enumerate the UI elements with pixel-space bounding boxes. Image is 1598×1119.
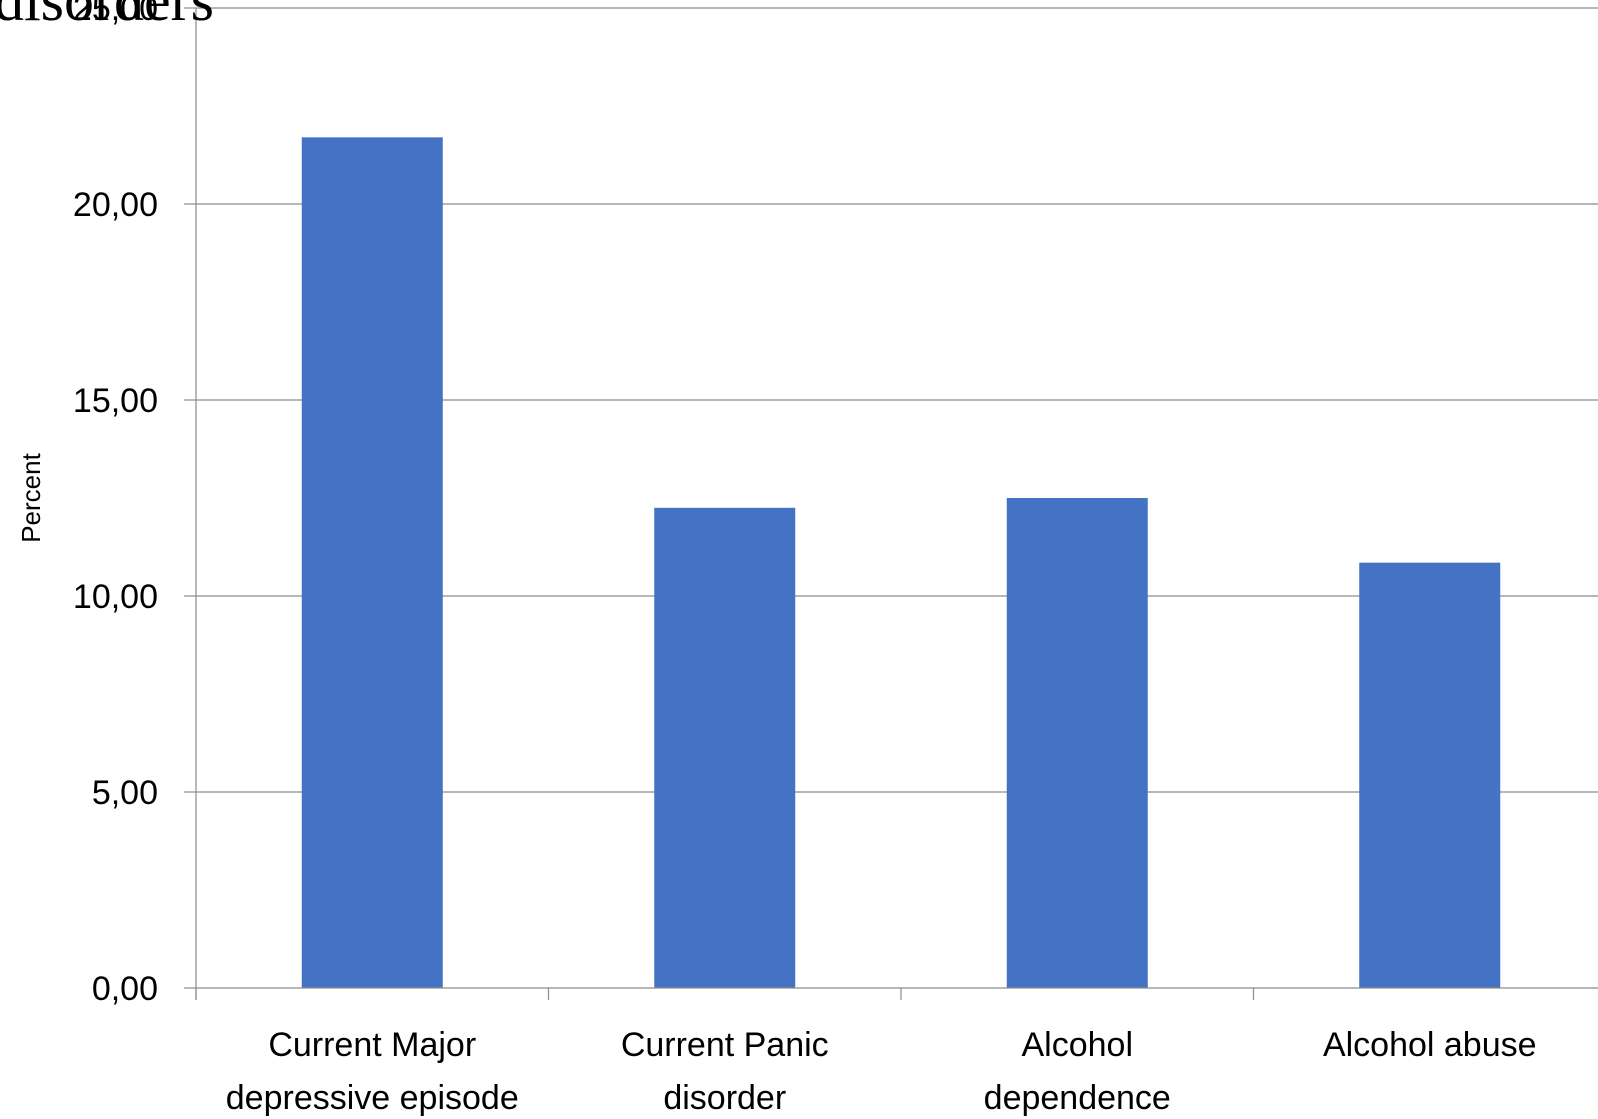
x-tick-label: Current Panic disorder (621, 1026, 829, 1117)
chart-title: disorders (0, 0, 214, 33)
axes (184, 7, 1598, 1000)
x-tick-label: Alcohol abuse (1323, 1026, 1537, 1064)
bars (301, 137, 1501, 989)
bar-2 (654, 507, 796, 988)
bar-1 (301, 137, 443, 989)
bar-3 (1006, 498, 1148, 988)
y-tick-label: 5,00 (92, 774, 158, 812)
x-tick-label-line: dependence (984, 1079, 1171, 1117)
x-tick-label: Current Major depressive episode (226, 1026, 519, 1117)
x-tick-label-line: depressive episode (226, 1079, 519, 1117)
x-tick-label-line: disorder (663, 1079, 786, 1117)
y-tick-labels: 0,00 5,00 10,00 15,00 20,00 25,00 (73, 0, 158, 1008)
y-tick-label: 20,00 (73, 186, 158, 224)
x-tick-label-line: Alcohol abuse (1323, 1026, 1537, 1064)
y-axis-label: Percent (16, 452, 46, 542)
x-tick-label-line: Current Panic (621, 1026, 829, 1064)
y-tick-label: 0,00 (92, 970, 158, 1008)
bar-4 (1359, 562, 1501, 988)
y-tick-label: 25,00 (73, 0, 158, 28)
x-tick-label: Alcohol dependence (984, 1026, 1171, 1117)
x-tick-label-line: Current Major (268, 1026, 476, 1064)
y-tick-label: 10,00 (73, 578, 158, 616)
y-tick-label: 15,00 (73, 382, 158, 420)
x-tick-label-line: Alcohol (1021, 1026, 1133, 1064)
x-category-labels: Current Major depressive episode Current P… (226, 1026, 1537, 1117)
